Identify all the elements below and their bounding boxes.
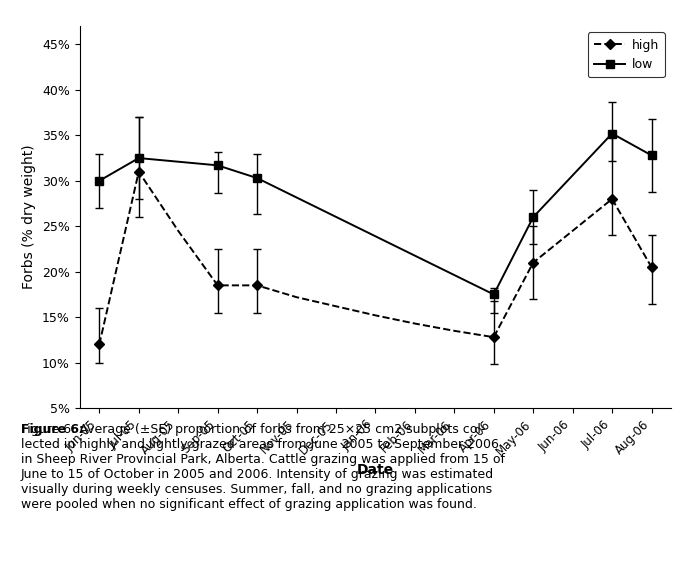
Text: Figure 6: Average (±SE) proportion of forbs from 25×25 cm2 subplots col-
lected : Figure 6: Average (±SE) proportion of fo… — [21, 423, 504, 511]
Legend: high, low: high, low — [588, 33, 665, 77]
Text: Figure 6:: Figure 6: — [21, 423, 84, 436]
X-axis label: Date: Date — [357, 463, 394, 477]
Y-axis label: Forbs (% dry weight): Forbs (% dry weight) — [22, 145, 37, 290]
